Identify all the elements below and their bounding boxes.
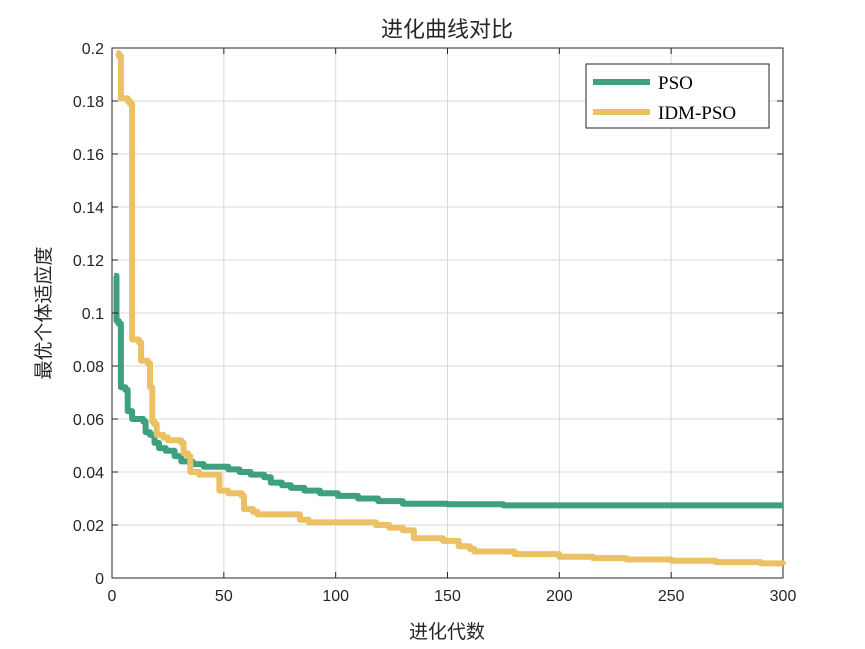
- legend: PSO IDM-PSO: [585, 63, 770, 129]
- x-axis-label: 进化代数: [409, 621, 485, 643]
- legend-label-pso: PSO: [658, 73, 693, 94]
- y-tick-label: 0: [95, 571, 104, 588]
- y-axis-label: 最优个体适应度: [33, 246, 55, 379]
- legend-box: [585, 63, 770, 129]
- y-tick-label: 0.14: [73, 200, 104, 217]
- y-tick-label: 0.2: [82, 41, 104, 58]
- x-tick-label: 50: [215, 588, 233, 605]
- chart-title: 进化曲线对比: [381, 18, 513, 43]
- y-tick-label: 0.04: [73, 465, 104, 482]
- x-tick-label: 250: [658, 588, 685, 605]
- series-lines: [113, 50, 786, 567]
- y-tick-label: 0.1: [82, 306, 104, 323]
- legend-label-idm-pso: IDM-PSO: [658, 103, 736, 124]
- y-tick-label: 0.08: [73, 359, 104, 376]
- x-tick-label: 100: [322, 588, 349, 605]
- ticks: 0 50 100 150 200 250 300 0 0.02 0.04 0.06 0.08 0.1 0.…: [73, 41, 797, 605]
- x-tick-label: 150: [434, 588, 461, 605]
- y-tick-label: 0.12: [73, 253, 104, 270]
- y-tick-label: 0.06: [73, 412, 104, 429]
- y-tick-label: 0.18: [73, 94, 104, 111]
- y-tick-label: 0.16: [73, 147, 104, 164]
- x-tick-label: 200: [546, 588, 573, 605]
- x-tick-label: 300: [770, 588, 797, 605]
- series-line-pso: [113, 272, 783, 509]
- y-tick-label: 0.02: [73, 518, 104, 535]
- series-line-idm-pso: [115, 50, 786, 567]
- x-tick-label: 0: [108, 588, 117, 605]
